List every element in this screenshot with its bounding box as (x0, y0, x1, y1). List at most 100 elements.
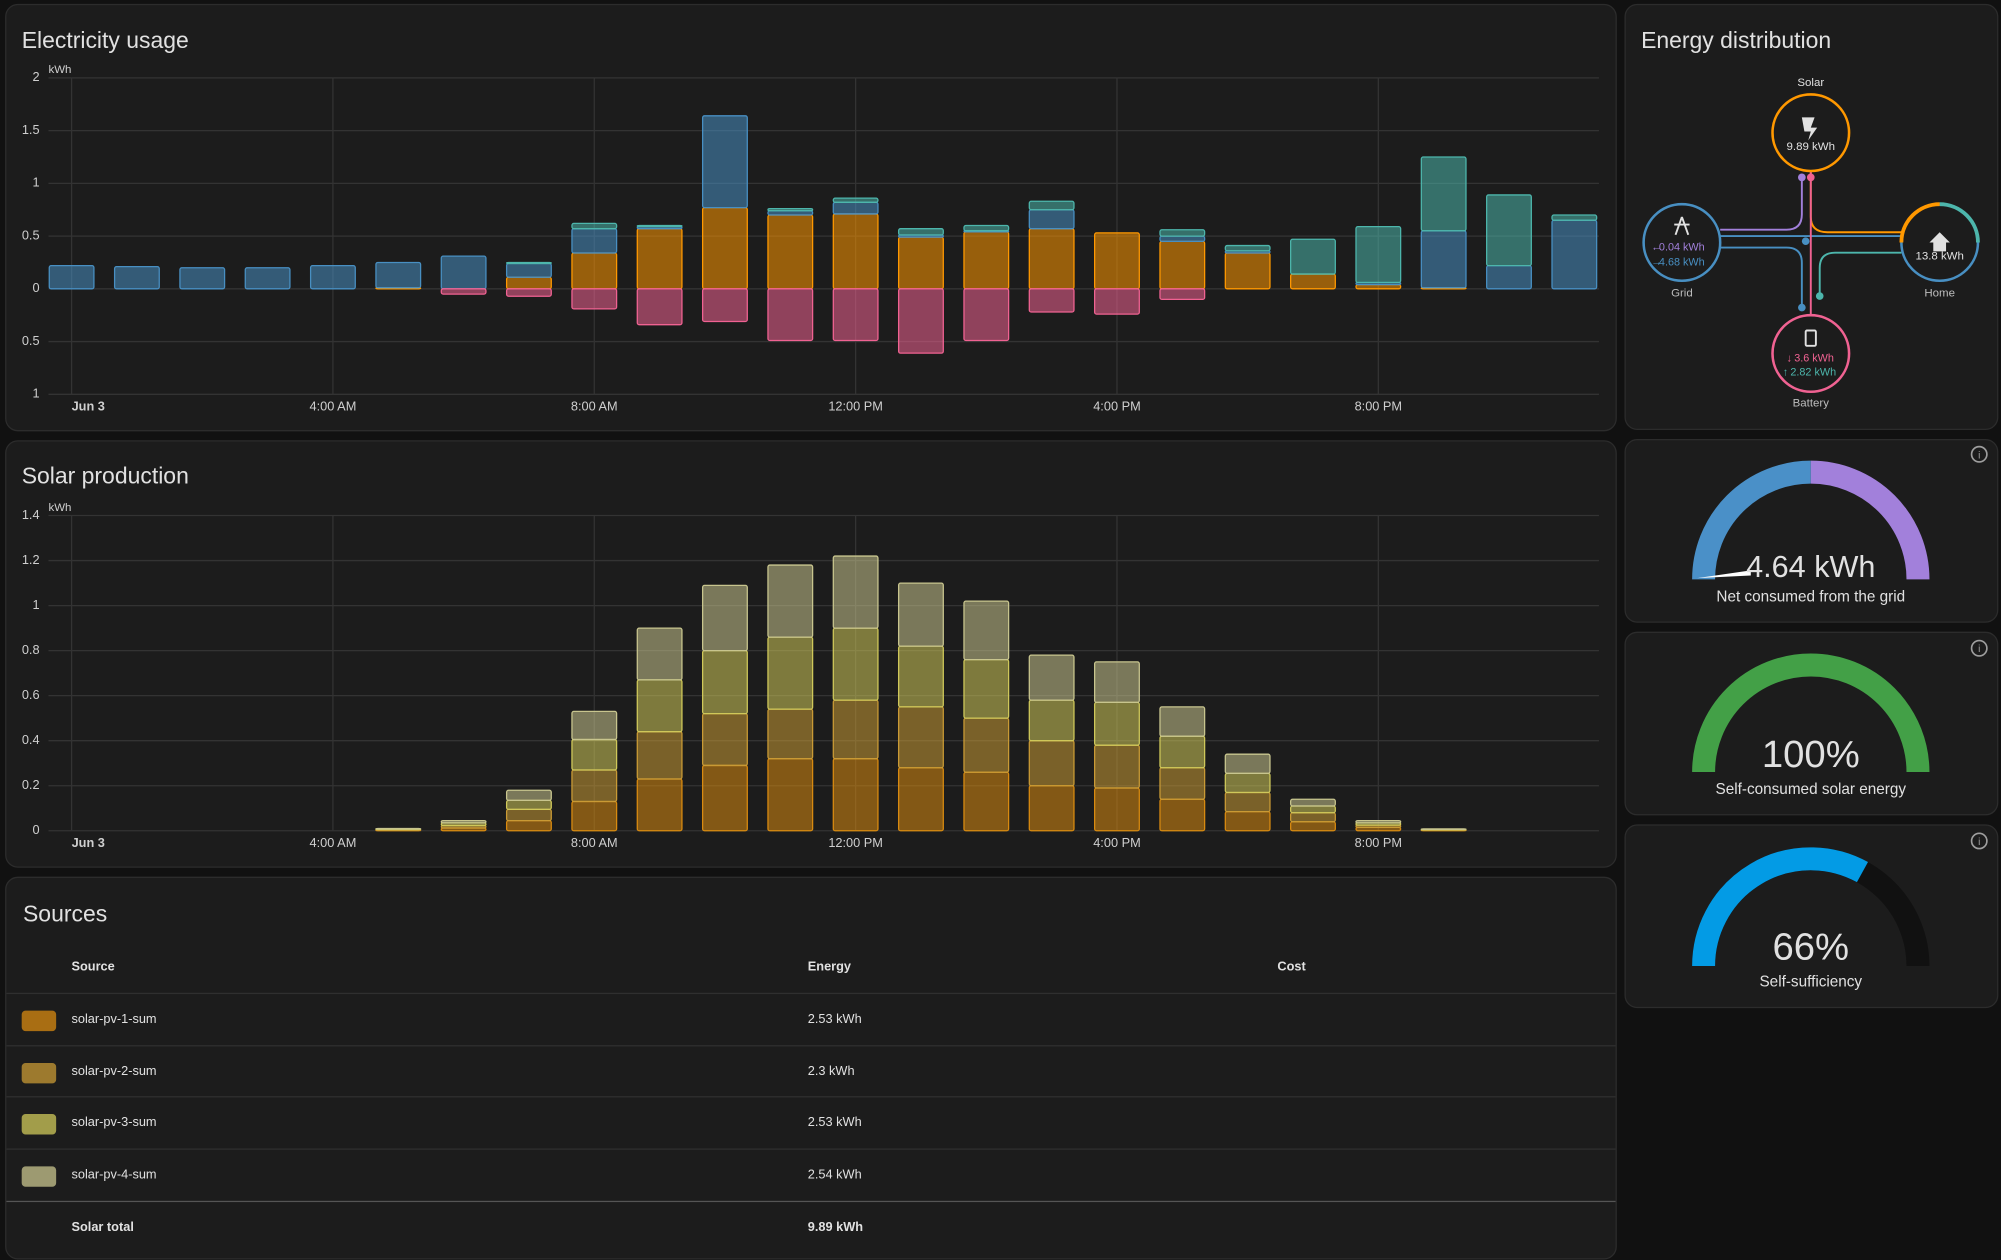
bar-segment (311, 266, 356, 289)
bar-segment (1095, 745, 1140, 788)
bar-segment (1487, 195, 1532, 266)
y-tick-label: 1.4 (22, 507, 40, 522)
node-value: 9.89 kWh (1787, 141, 1835, 153)
node-value: 4.68 kWh (1659, 257, 1705, 269)
bar-segment (1029, 289, 1074, 312)
bar-segment (703, 651, 748, 714)
bar-segment (899, 237, 944, 289)
bar-segment (1029, 210, 1074, 229)
bar-segment (572, 801, 617, 830)
bar-segment (1291, 274, 1336, 289)
y-tick-label: 0 (32, 822, 39, 837)
bar-segment (1095, 233, 1140, 289)
y-tick-label: 0.4 (22, 732, 40, 747)
bar-segment (1225, 754, 1270, 773)
bar-segment (637, 680, 682, 732)
bar-segment (49, 266, 94, 289)
y-tick-label: 1 (32, 175, 39, 190)
bar-segment (703, 289, 748, 322)
bar-segment (441, 289, 486, 294)
bar-segment (1095, 702, 1140, 745)
x-tick-label: Jun 3 (72, 835, 105, 850)
arrow-icon: ↑ (1783, 366, 1788, 378)
bar-segment (507, 289, 552, 296)
bar-segment (768, 209, 813, 211)
x-tick-label: 8:00 PM (1355, 398, 1402, 413)
node-value: 3.6 kWh (1794, 352, 1834, 364)
bar-segment (1160, 768, 1205, 800)
bar-segment (899, 768, 944, 831)
x-tick-label: 12:00 PM (828, 835, 883, 850)
bar-segment (1421, 157, 1466, 231)
bar-segment (833, 214, 878, 289)
bar-segment (637, 732, 682, 779)
bar-segment (245, 268, 290, 289)
bar-segment (376, 262, 421, 287)
bar-segment (964, 226, 1009, 231)
y-tick-label: 0.5 (22, 333, 40, 348)
bar-segment (1552, 215, 1597, 220)
bar-segment (637, 229, 682, 289)
y-tick-label: 0.6 (22, 687, 40, 702)
y-tick-label: 1.5 (22, 122, 40, 137)
bar-segment (964, 660, 1009, 719)
bar-segment (1291, 813, 1336, 822)
bar-segment (1160, 230, 1205, 236)
bar-segment (572, 289, 617, 309)
bar-segment (1095, 662, 1140, 703)
bar-segment (1356, 821, 1401, 823)
bar-segment (1160, 241, 1205, 288)
node-value: 13.8 kWh (1915, 251, 1963, 263)
bar-segment (768, 289, 813, 341)
bar-segment (1552, 220, 1597, 289)
bar-segment (768, 215, 813, 289)
y-tick-label: 1 (32, 386, 39, 401)
info-icon[interactable]: i (1978, 450, 1980, 461)
x-tick-label: 8:00 PM (1355, 835, 1402, 850)
bar-segment (1029, 655, 1074, 700)
bar-segment (572, 223, 617, 228)
bar-segment (507, 264, 552, 278)
x-tick-label: 4:00 PM (1093, 835, 1140, 850)
bar-segment (703, 116, 748, 208)
bar-segment (1225, 812, 1270, 831)
bar-segment (964, 718, 1009, 772)
bar-segment (441, 821, 486, 823)
bar-segment (1225, 792, 1270, 811)
bar-segment (1291, 799, 1336, 806)
x-tick-label: Jun 3 (72, 398, 105, 413)
bar-segment (115, 267, 160, 289)
bar-segment (899, 646, 944, 707)
bar-segment (703, 585, 748, 650)
bar-segment (964, 772, 1009, 831)
bar-segment (1160, 736, 1205, 768)
node-label: Battery (1793, 397, 1830, 409)
bar-segment (1291, 822, 1336, 831)
y-tick-label: 0.5 (22, 227, 40, 242)
bar-segment (899, 707, 944, 768)
bar-segment (637, 779, 682, 831)
node-label: Home (1924, 288, 1955, 300)
bar-segment (1160, 707, 1205, 736)
bar-segment (768, 759, 813, 831)
info-icon[interactable]: i (1978, 837, 1980, 848)
y-tick-label: 1.2 (22, 552, 40, 567)
y-tick-label: 0.2 (22, 777, 40, 792)
bar-segment (833, 556, 878, 628)
bar-segment (1029, 741, 1074, 786)
x-tick-label: 12:00 PM (828, 398, 883, 413)
bar-segment (703, 208, 748, 289)
bar-segment (507, 800, 552, 809)
bar-segment (1356, 227, 1401, 283)
bar-segment (507, 809, 552, 820)
bar-segment (1029, 786, 1074, 831)
x-tick-label: 8:00 AM (571, 398, 618, 413)
gauge-value: 66% (1772, 926, 1849, 969)
bar-segment (1225, 773, 1270, 792)
bar-segment (180, 268, 225, 289)
info-icon[interactable]: i (1978, 644, 1980, 655)
bar-segment (1421, 231, 1466, 288)
